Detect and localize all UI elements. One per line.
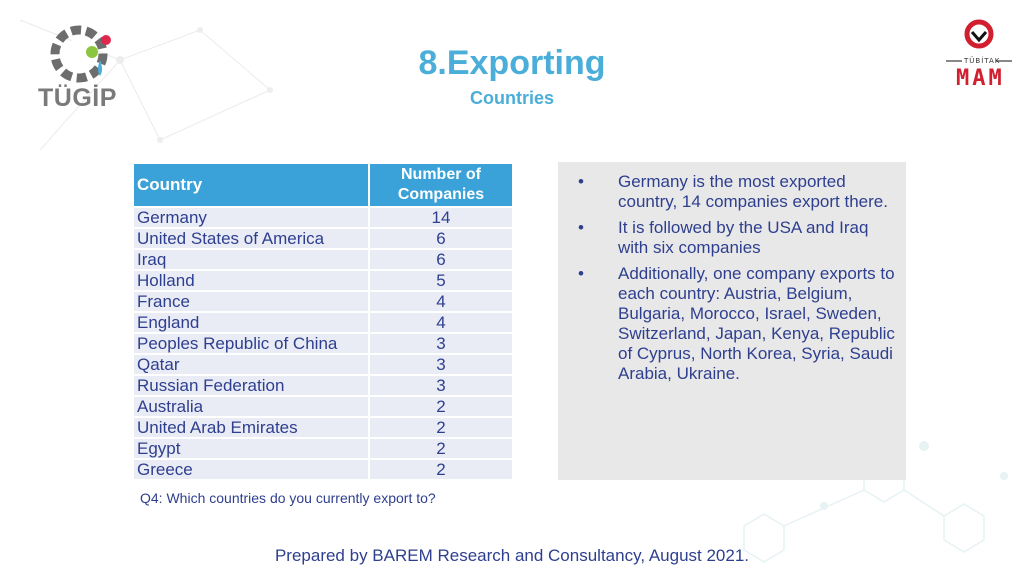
- table-row: United Arab Emirates 2: [134, 418, 512, 437]
- count-cell: 2: [370, 418, 512, 437]
- summary-bullet: • Additionally, one company exports to ea…: [578, 264, 898, 384]
- country-cell: Greece: [134, 460, 370, 479]
- count-cell: 3: [370, 376, 512, 395]
- count-cell: 14: [370, 208, 512, 227]
- summary-bullet: • It is followed by the USA and Iraq with…: [578, 218, 898, 258]
- country-cell: United Arab Emirates: [134, 418, 370, 437]
- table-row: Russian Federation 3: [134, 376, 512, 395]
- mam-label: MAM: [956, 66, 1005, 91]
- table-header-row: Country Number of Companies: [134, 164, 512, 206]
- table-row: Qatar 3: [134, 355, 512, 374]
- country-cell: United States of America: [134, 229, 370, 248]
- table-row: Australia 2: [134, 397, 512, 416]
- country-cell: Egypt: [134, 439, 370, 458]
- table-row: Iraq 6: [134, 250, 512, 269]
- count-cell: 4: [370, 292, 512, 311]
- network-pattern-decoration: [19, 19, 273, 151]
- country-cell: Peoples Republic of China: [134, 334, 370, 353]
- table-row: Greece 2: [134, 460, 512, 479]
- count-cell: 6: [370, 250, 512, 269]
- bullet-icon: •: [578, 264, 584, 283]
- footer-credit: Prepared by BAREM Research and Consultan…: [274, 546, 750, 565]
- country-cell: Russian Federation: [134, 376, 370, 395]
- bullet-icon: •: [578, 218, 584, 237]
- country-cell: Australia: [134, 397, 370, 416]
- table-row: France 4: [134, 292, 512, 311]
- column-header-country: Country: [134, 164, 370, 206]
- tubitak-label: TÜBİTAK: [964, 57, 1001, 65]
- table-row: Peoples Republic of China 3: [134, 334, 512, 353]
- export-countries-table: Country Number of Companies Germany 14 Un…: [134, 162, 512, 481]
- country-cell: France: [134, 292, 370, 311]
- count-cell: 4: [370, 313, 512, 332]
- count-cell: 2: [370, 439, 512, 458]
- table-row: England 4: [134, 313, 512, 332]
- count-cell: 3: [370, 334, 512, 353]
- summary-box: • Germany is the most exported country, 1…: [558, 162, 906, 480]
- table-row: United States of America 6: [134, 229, 512, 248]
- summary-text: Germany is the most exported country, 14…: [618, 172, 888, 211]
- count-cell: 5: [370, 271, 512, 290]
- summary-bullet: • Germany is the most exported country, 1…: [578, 172, 898, 212]
- summary-list: • Germany is the most exported country, 1…: [578, 172, 898, 390]
- summary-text: It is followed by the USA and Iraq with …: [618, 218, 869, 257]
- question-note: Q4: Which countries do you currently exp…: [140, 490, 436, 506]
- country-cell: Holland: [134, 271, 370, 290]
- count-cell: 6: [370, 229, 512, 248]
- summary-text: Additionally, one company exports to eac…: [618, 264, 895, 383]
- tugip-gear-logo-icon: [50, 25, 111, 83]
- count-cell: 3: [370, 355, 512, 374]
- count-cell: 2: [370, 460, 512, 479]
- column-header-count: Number of Companies: [370, 164, 512, 206]
- country-cell: Qatar: [134, 355, 370, 374]
- table-row: Egypt 2: [134, 439, 512, 458]
- table-row: Germany 14: [134, 208, 512, 227]
- page-title: 8.Exporting: [418, 44, 606, 82]
- tubitak-logo-icon: [946, 19, 1012, 62]
- tugip-logo-text: TÜGİP: [38, 84, 117, 112]
- country-cell: Germany: [134, 208, 370, 227]
- country-cell: England: [134, 313, 370, 332]
- bullet-icon: •: [578, 172, 584, 191]
- table-row: Holland 5: [134, 271, 512, 290]
- count-cell: 2: [370, 397, 512, 416]
- country-cell: Iraq: [134, 250, 370, 269]
- page-subtitle: Countries: [469, 88, 554, 108]
